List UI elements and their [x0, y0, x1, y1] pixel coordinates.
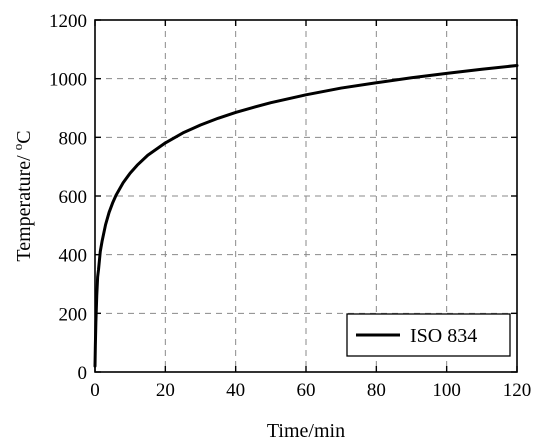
x-tick-label: 0 [90, 380, 100, 401]
x-tick-label: 40 [226, 380, 245, 401]
y-axis-title: Temperature/ oC [10, 130, 35, 261]
y-tick-label: 0 [78, 363, 88, 384]
legend-label: ISO 834 [410, 325, 477, 347]
y-axis-title-superscript: o [10, 144, 25, 151]
grid [95, 20, 517, 372]
x-tick-label: 120 [503, 380, 532, 401]
y-tick-label: 800 [59, 128, 88, 149]
x-tick-label: 100 [432, 380, 461, 401]
legend: ISO 834 [346, 313, 511, 357]
x-tick-label: 60 [297, 380, 316, 401]
x-tick-label: 20 [156, 380, 175, 401]
y-tick-label: 400 [59, 246, 88, 267]
y-tick-label: 1200 [49, 11, 87, 32]
plot-lines [93, 63, 519, 368]
y-axis-title-unit: C [13, 130, 35, 143]
series-line-iso-834 [93, 63, 519, 368]
y-tick-label: 600 [59, 187, 88, 208]
y-tick-label: 200 [59, 304, 88, 325]
y-tick-label: 1000 [49, 70, 87, 91]
x-axis-title: Time/min [267, 420, 345, 442]
x-tick-label: 80 [367, 380, 386, 401]
ticks [94, 19, 518, 373]
y-axis-title-main: Temperature/ [13, 150, 35, 261]
